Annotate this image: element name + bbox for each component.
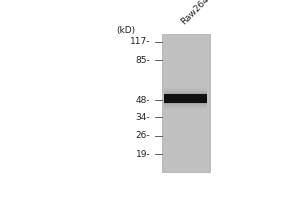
Text: 26-: 26-: [136, 131, 150, 140]
Bar: [162, 34, 209, 172]
Bar: [164, 94, 207, 103]
Bar: [164, 93, 207, 104]
Bar: [164, 90, 207, 108]
Bar: [164, 88, 207, 109]
Text: 19-: 19-: [136, 150, 150, 159]
Text: 48-: 48-: [136, 96, 150, 105]
Text: 34-: 34-: [136, 113, 150, 122]
Bar: [164, 91, 207, 106]
Text: (kD): (kD): [116, 26, 135, 35]
Text: 117-: 117-: [130, 37, 150, 46]
Text: 85-: 85-: [136, 56, 150, 65]
Text: Raw264.7: Raw264.7: [179, 0, 217, 26]
